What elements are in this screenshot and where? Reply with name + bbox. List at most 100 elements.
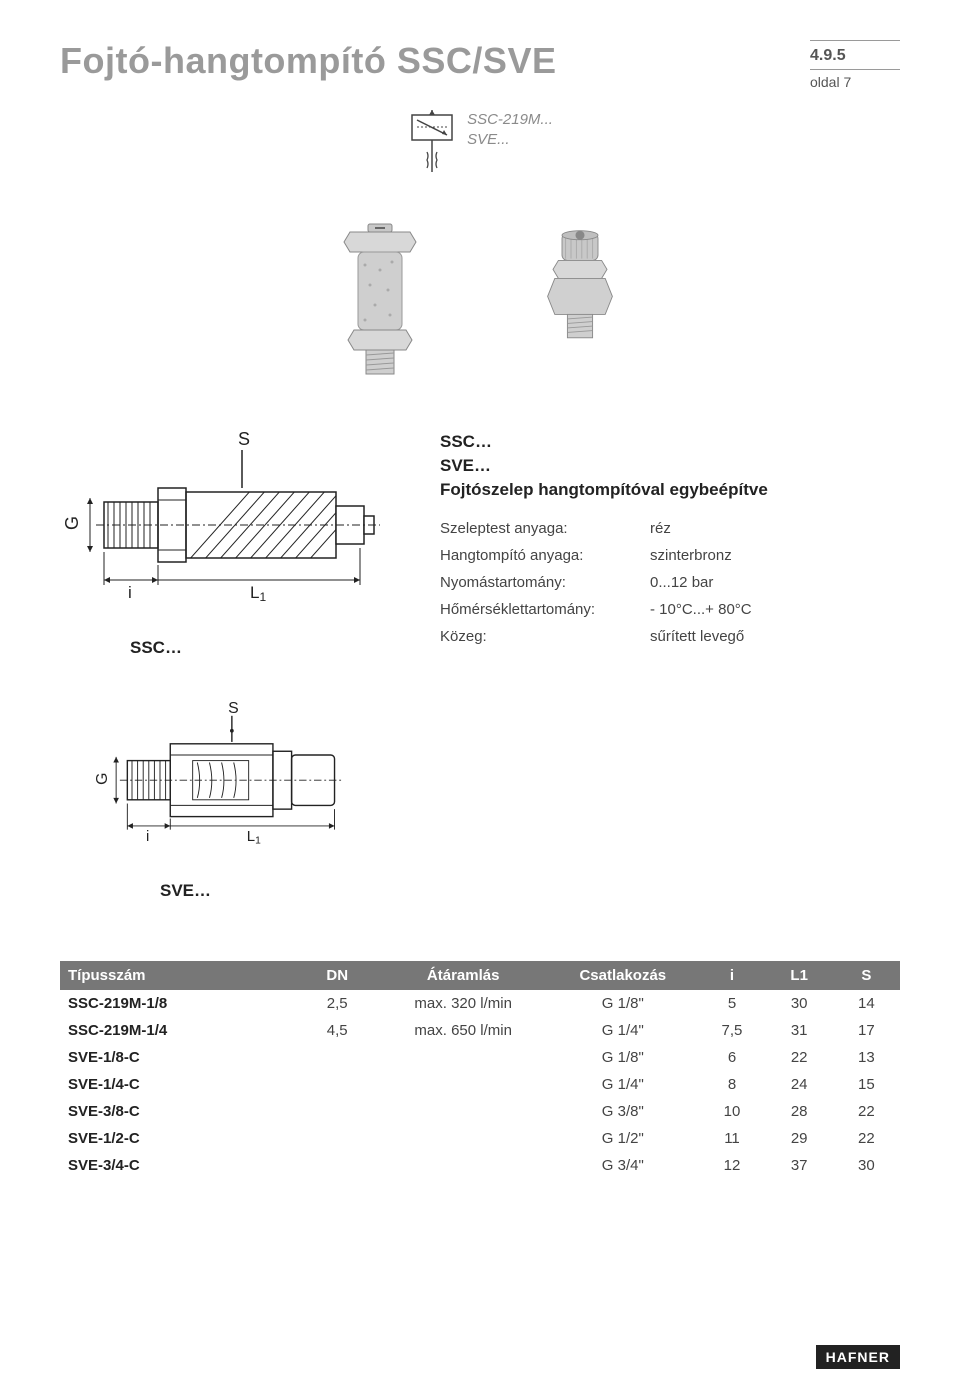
ssc-drawing-label: SSC… <box>130 638 420 658</box>
table-cell: 17 <box>833 1017 900 1044</box>
svg-text:i: i <box>128 583 132 602</box>
svg-text:G: G <box>94 773 111 785</box>
table-cell <box>295 1098 379 1125</box>
product-photo-sve <box>510 210 650 390</box>
table-cell: 30 <box>766 990 833 1017</box>
page-header: Fojtó-hangtompító SSC/SVE 4.9.5 oldal 7 <box>60 40 900 90</box>
table-cell: 2,5 <box>295 990 379 1017</box>
svg-text:L1: L1 <box>247 828 261 847</box>
table-row: SSC-219M-1/44,5max. 650 l/minG 1/4"7,531… <box>60 1017 900 1044</box>
table-cell: 22 <box>766 1044 833 1071</box>
table-cell: SSC-219M-1/8 <box>60 990 295 1017</box>
table-cell: G 3/4" <box>547 1152 698 1179</box>
table-cell: 29 <box>766 1125 833 1152</box>
table-cell: 24 <box>766 1071 833 1098</box>
table-cell <box>295 1044 379 1071</box>
table-cell: 14 <box>833 990 900 1017</box>
spec-key: Nyomástartomány: <box>440 569 650 596</box>
table-row: SVE-1/4-C G 1/4"82415 <box>60 1071 900 1098</box>
table-cell: 28 <box>766 1098 833 1125</box>
table-cell: 6 <box>698 1044 765 1071</box>
heading-line1: SSC… <box>440 430 900 454</box>
table-cell: max. 650 l/min <box>379 1017 547 1044</box>
table-header-cell: S <box>833 961 900 990</box>
svg-text:S: S <box>238 430 250 449</box>
product-photo-ssc <box>310 210 450 390</box>
spec-row: Hangtompító anyaga:szinterbronz <box>440 542 900 569</box>
spec-text-block: SSC… SVE… Fojtószelep hangtompítóval egy… <box>420 430 900 650</box>
spec-key: Hangtompító anyaga: <box>440 542 650 569</box>
table-cell <box>379 1098 547 1125</box>
table-cell <box>379 1125 547 1152</box>
dimensions-table: TípusszámDNÁtáramlásCsatlakozásiL1S SSC-… <box>60 961 900 1179</box>
table-cell: 10 <box>698 1098 765 1125</box>
table-cell: 22 <box>833 1098 900 1125</box>
heading-line2: SVE… <box>440 454 900 478</box>
spec-row: Szeleptest anyaga:réz <box>440 515 900 542</box>
table-cell: 11 <box>698 1125 765 1152</box>
table-cell: G 1/2" <box>547 1125 698 1152</box>
table-cell: G 3/8" <box>547 1098 698 1125</box>
sve-drawing: S G i L1 SVE… <box>90 698 900 901</box>
page-number-badge: 4.9.5 oldal 7 <box>810 40 900 90</box>
table-header-cell: i <box>698 961 765 990</box>
table-cell: max. 320 l/min <box>379 990 547 1017</box>
table-cell: G 1/4" <box>547 1017 698 1044</box>
table-cell <box>295 1152 379 1179</box>
table-cell: SVE-1/2-C <box>60 1125 295 1152</box>
table-header-cell: L1 <box>766 961 833 990</box>
table-cell: SVE-3/8-C <box>60 1098 295 1125</box>
symbol-caption: SSC-219M... SVE... <box>467 110 553 180</box>
spec-list: Szeleptest anyaga:rézHangtompító anyaga:… <box>440 515 900 650</box>
doc-version: 4.9.5 <box>810 47 900 70</box>
spec-value: 0...12 bar <box>650 569 900 596</box>
spec-row: Nyomástartomány:0...12 bar <box>440 569 900 596</box>
table-cell: SSC-219M-1/4 <box>60 1017 295 1044</box>
page-title: Fojtó-hangtompító SSC/SVE <box>60 40 556 82</box>
sve-drawing-label: SVE… <box>160 881 900 901</box>
block-heading: SSC… SVE… Fojtószelep hangtompítóval egy… <box>440 430 900 501</box>
spec-value: réz <box>650 515 900 542</box>
table-row: SVE-3/8-C G 3/8"102822 <box>60 1098 900 1125</box>
table-cell: 37 <box>766 1152 833 1179</box>
table-cell: 22 <box>833 1125 900 1152</box>
spec-value: sűrített levegő <box>650 623 900 650</box>
table-header-cell: Típusszám <box>60 961 295 990</box>
table-cell: G 1/8" <box>547 990 698 1017</box>
table-header-cell: Átáramlás <box>379 961 547 990</box>
table-cell: 7,5 <box>698 1017 765 1044</box>
page-label: oldal 7 <box>810 70 900 90</box>
table-cell: 8 <box>698 1071 765 1098</box>
table-cell: G 1/4" <box>547 1071 698 1098</box>
spec-row: Közeg:sűrített levegő <box>440 623 900 650</box>
table-cell: SVE-3/4-C <box>60 1152 295 1179</box>
spec-key: Közeg: <box>440 623 650 650</box>
spec-value: - 10°C...+ 80°C <box>650 596 900 623</box>
table-row: SSC-219M-1/82,5max. 320 l/minG 1/8"53014 <box>60 990 900 1017</box>
table-cell: 30 <box>833 1152 900 1179</box>
spec-row: Hőmérséklettartomány:- 10°C...+ 80°C <box>440 596 900 623</box>
symbol-caption-line2: SVE... <box>467 130 553 150</box>
table-cell: SVE-1/4-C <box>60 1071 295 1098</box>
ssc-drawing: S G <box>60 430 420 658</box>
table-cell <box>379 1071 547 1098</box>
table-cell <box>379 1152 547 1179</box>
schematic-symbol-row: SSC-219M... SVE... <box>60 110 900 180</box>
table-cell: 4,5 <box>295 1017 379 1044</box>
table-cell: 13 <box>833 1044 900 1071</box>
table-header-row: TípusszámDNÁtáramlásCsatlakozásiL1S <box>60 961 900 990</box>
product-photo-row <box>60 210 900 390</box>
table-cell: 15 <box>833 1071 900 1098</box>
pneumatic-symbol-icon <box>407 110 457 180</box>
table-cell: 12 <box>698 1152 765 1179</box>
table-cell: 31 <box>766 1017 833 1044</box>
spec-value: szinterbronz <box>650 542 900 569</box>
svg-text:S: S <box>228 700 239 717</box>
table-cell <box>295 1071 379 1098</box>
heading-line3: Fojtószelep hangtompítóval egybeépítve <box>440 478 900 502</box>
svg-text:L1: L1 <box>250 583 266 604</box>
symbol-caption-line1: SSC-219M... <box>467 110 553 130</box>
table-header-cell: Csatlakozás <box>547 961 698 990</box>
table-cell: SVE-1/8-C <box>60 1044 295 1071</box>
table-row: SVE-1/8-CG 1/8"62213 <box>60 1044 900 1071</box>
